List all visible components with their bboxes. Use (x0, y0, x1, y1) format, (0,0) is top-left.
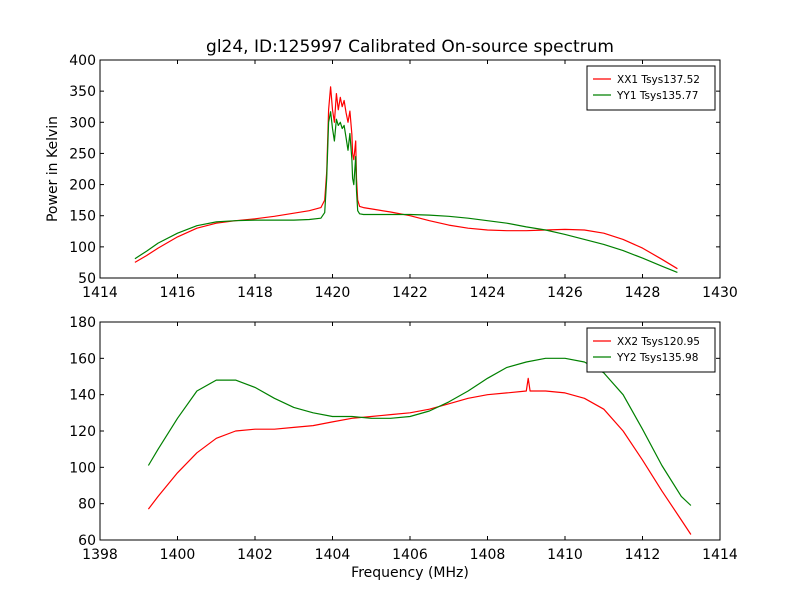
x-tick-label: 1424 (470, 285, 506, 301)
x-tick-label: 1416 (160, 285, 196, 301)
y-tick-label: 350 (69, 84, 96, 100)
y-tick-label: 120 (69, 424, 96, 440)
y-tick-label: 150 (69, 209, 96, 225)
y-tick-label: 200 (69, 178, 96, 194)
legend-box (586, 327, 716, 373)
legend-label: XX1 Tsys137.52 (617, 74, 700, 86)
x-tick-label: 1428 (625, 285, 661, 301)
x-tick-label: 1412 (625, 547, 661, 563)
y-tick-label: 100 (69, 460, 96, 476)
x-tick-label: 1414 (82, 285, 118, 301)
x-tick-label: 1422 (392, 285, 428, 301)
legend-label: YY2 Tsys135.98 (616, 352, 698, 364)
x-tick-label: 1410 (547, 547, 583, 563)
series-line-2 (134, 111, 678, 273)
x-tick-label: 1414 (702, 547, 738, 563)
x-axis-label: Frequency (MHz) (351, 565, 469, 581)
y-tick-label: 250 (69, 146, 96, 162)
legend-box (586, 65, 716, 111)
y-tick-label: 180 (69, 315, 96, 331)
y-tick-label: 60 (78, 533, 96, 549)
x-tick-label: 1398 (82, 547, 118, 563)
x-tick-label: 1400 (160, 547, 196, 563)
x-tick-label: 1418 (237, 285, 273, 301)
y-tick-label: 140 (69, 388, 96, 404)
y-tick-label: 160 (69, 351, 96, 367)
legend-label: XX2 Tsys120.95 (617, 336, 700, 348)
x-tick-label: 1426 (547, 285, 583, 301)
x-tick-label: 1420 (315, 285, 351, 301)
x-tick-label: 1406 (392, 547, 428, 563)
x-tick-label: 1404 (315, 547, 351, 563)
series-line-2 (147, 357, 692, 506)
series-line-1 (147, 377, 692, 535)
x-tick-label: 1408 (470, 547, 506, 563)
x-tick-label: 1402 (237, 547, 273, 563)
legend-label: YY1 Tsys135.77 (616, 90, 698, 102)
x-tick-label: 1430 (702, 285, 738, 301)
y-tick-label: 80 (78, 497, 96, 513)
figure-title: gl24, ID:125997 Calibrated On-source spe… (206, 37, 614, 57)
y-tick-label: 300 (69, 115, 96, 131)
y-tick-label: 400 (69, 53, 96, 69)
y-tick-label: 100 (69, 240, 96, 256)
y-axis-label: Power in Kelvin (45, 116, 61, 222)
series-line-1 (134, 86, 678, 270)
bottom-subplot: 1398 1400 1402 1404 1406 1408 1410 1412 1414 60 80… (69, 315, 738, 563)
top-subplot: 1414 1416 1418 1420 1422 1424 1426 1428 1430 50 10… (69, 53, 738, 301)
y-tick-label: 50 (78, 271, 96, 287)
